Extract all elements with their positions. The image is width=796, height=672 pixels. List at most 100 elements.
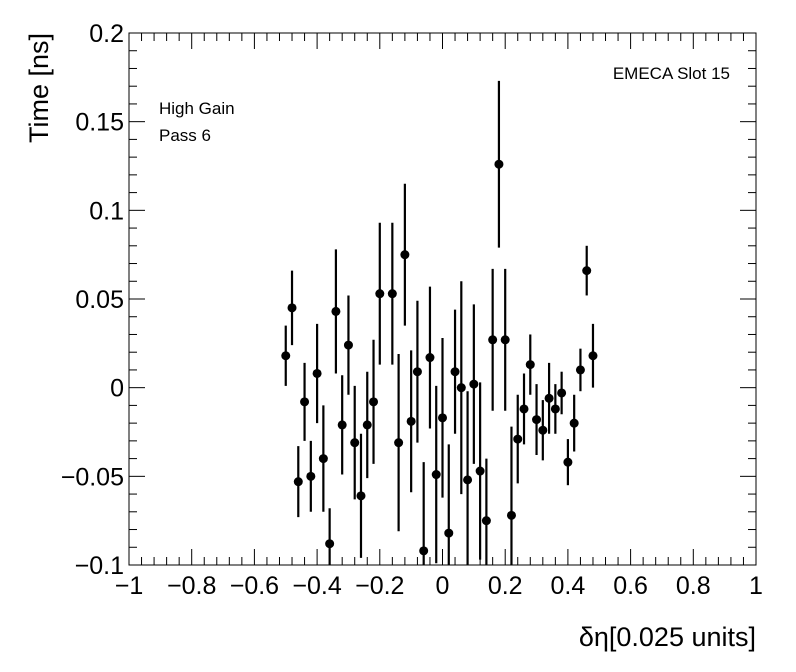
y-tick-label: −0.1	[75, 552, 124, 580]
marker	[513, 434, 523, 444]
annotation-pass: Pass 6	[159, 126, 211, 145]
data-point	[318, 405, 328, 512]
marker	[438, 413, 447, 423]
marker	[356, 491, 366, 501]
x-tick-label: 1	[749, 572, 763, 600]
y-axis-title: Time [ns]	[24, 33, 54, 143]
data-point	[494, 80, 504, 248]
x-tick-label: −1	[115, 572, 144, 600]
data-point	[281, 325, 291, 386]
data-point	[550, 384, 560, 434]
marker	[538, 425, 548, 435]
data-point	[356, 433, 366, 558]
marker	[400, 250, 410, 260]
marker	[281, 351, 291, 361]
data-point	[431, 385, 441, 564]
data-point	[469, 304, 479, 464]
data-point	[500, 268, 510, 411]
data-point	[400, 183, 410, 326]
data-point	[532, 384, 542, 456]
x-axis-title: δη[0.025 units]	[579, 622, 756, 652]
marker	[331, 306, 341, 316]
y-tick-labels: −0.1 −0.05 0 0.05 0.1 0.15 0.2	[61, 20, 124, 580]
y-tick-label: 0.05	[75, 286, 124, 314]
marker	[300, 397, 310, 407]
marker	[544, 393, 554, 403]
data-point	[425, 286, 435, 429]
y-tick-label: 0.1	[89, 197, 124, 225]
data-point	[563, 439, 573, 486]
data-point	[582, 245, 592, 296]
marker	[412, 367, 422, 377]
marker	[343, 340, 353, 350]
data-point	[300, 362, 310, 441]
annotation-gain: High Gain	[159, 99, 235, 118]
data-point	[557, 371, 567, 415]
data-point	[293, 446, 303, 518]
data-point	[450, 309, 460, 434]
data-point	[362, 371, 372, 479]
data-point	[538, 400, 548, 461]
marker	[444, 528, 454, 538]
marker	[463, 475, 473, 485]
data-point	[569, 394, 579, 452]
data-point	[387, 222, 397, 365]
y-tick-label: 0.15	[75, 109, 124, 137]
data-point	[438, 338, 447, 498]
data-point	[287, 270, 297, 346]
x-tick-labels: −1 −0.8 −0.6 −0.4 −0.2 0 0.2 0.4 0.6 0.8 1	[115, 572, 763, 600]
marker	[557, 388, 567, 398]
data-point	[588, 323, 598, 388]
data-point	[406, 350, 416, 493]
marker	[362, 420, 372, 430]
y-tick-label: 0.2	[89, 20, 124, 48]
marker	[563, 457, 573, 467]
data-point	[444, 444, 454, 565]
marker	[588, 351, 598, 361]
marker	[450, 367, 460, 377]
x-tick-label: −0.8	[167, 572, 216, 600]
marker	[369, 397, 379, 407]
marker	[550, 404, 560, 414]
x-tick-label: 0.8	[676, 572, 711, 600]
marker	[306, 471, 316, 481]
marker	[375, 289, 385, 299]
marker	[337, 420, 347, 430]
marker	[425, 353, 435, 363]
marker	[519, 404, 529, 414]
x-tick-label: 0.6	[613, 572, 648, 600]
x-tick-label: 0.2	[488, 572, 523, 600]
data-point	[325, 508, 335, 565]
marker	[350, 438, 360, 448]
data-point	[513, 394, 523, 484]
data-point	[481, 458, 491, 565]
y-tick-label: −0.05	[61, 463, 124, 491]
x-tick-label: 0.4	[551, 572, 586, 600]
marker	[406, 416, 416, 426]
data-point	[331, 249, 341, 374]
data-point	[525, 334, 535, 395]
data-point	[337, 375, 347, 475]
data-point	[519, 373, 529, 445]
x-tick-label: 0	[436, 572, 450, 600]
marker	[419, 546, 429, 556]
marker	[325, 539, 335, 549]
data-point	[375, 222, 385, 365]
marker	[481, 516, 491, 526]
marker	[506, 510, 516, 520]
data-point	[306, 440, 316, 512]
marker	[394, 438, 404, 448]
data-point	[394, 353, 404, 532]
axis-ticks	[128, 32, 757, 566]
marker	[287, 303, 297, 313]
data-point	[575, 348, 585, 392]
marker	[488, 335, 498, 345]
marker	[431, 470, 441, 480]
marker	[575, 365, 585, 375]
data-point	[350, 385, 360, 500]
marker	[582, 266, 592, 276]
marker	[387, 289, 397, 299]
data-point	[456, 281, 466, 495]
marker	[318, 454, 328, 464]
